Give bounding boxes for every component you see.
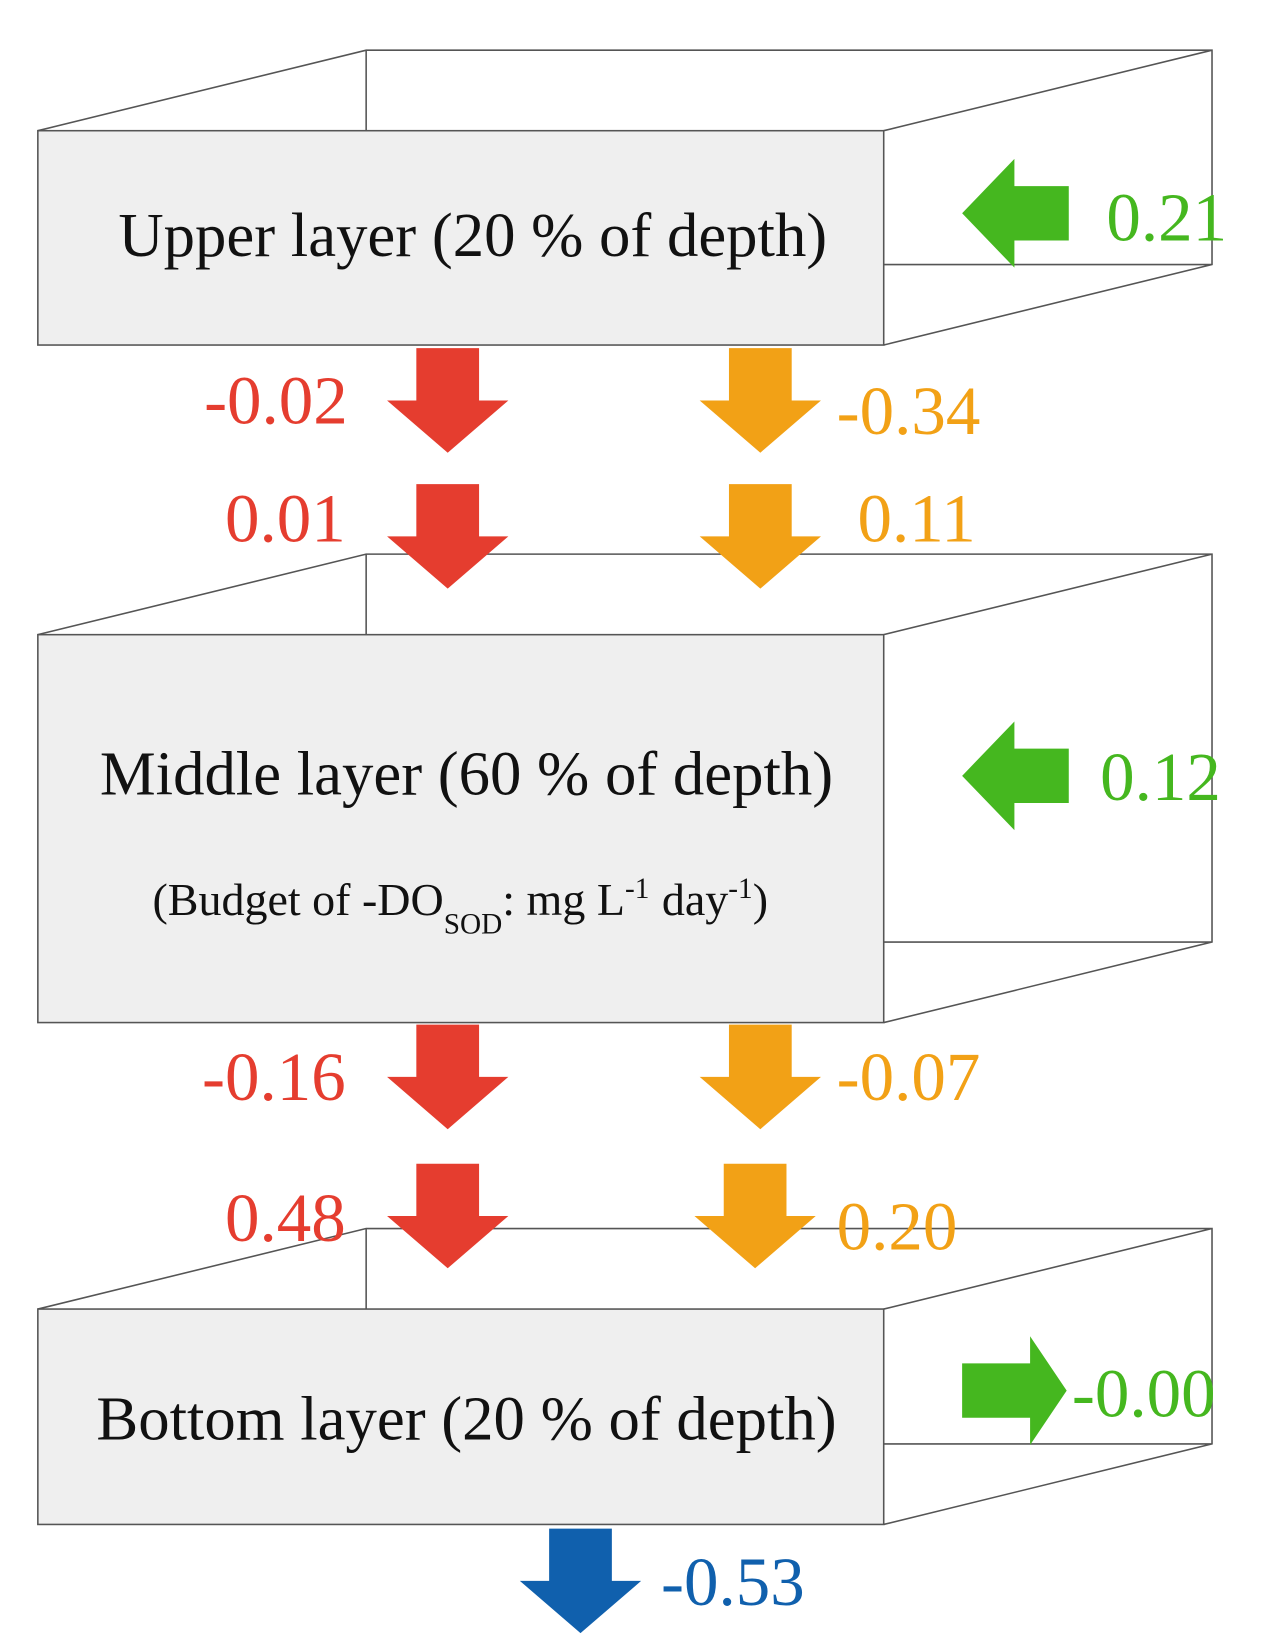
arrow-down — [699, 348, 821, 453]
arrow-down — [387, 1163, 509, 1269]
box-face — [37, 633, 885, 1024]
flow-value: -0.16 — [202, 1039, 346, 1115]
flow-value: 0.21 — [1106, 179, 1227, 255]
flow-value: 0.48 — [225, 1180, 346, 1256]
box-face — [37, 1308, 885, 1526]
box-edge — [37, 49, 1213, 346]
flow-value: -0.34 — [837, 373, 981, 449]
note-superscript: -1 — [728, 873, 752, 905]
flow-value: 0.12 — [1100, 739, 1221, 815]
box-edge — [37, 1227, 1213, 1526]
flow-value: -0.53 — [661, 1544, 805, 1620]
arrow-left — [962, 721, 1069, 831]
flow-value: 0.20 — [837, 1188, 958, 1264]
arrow-down — [387, 484, 509, 589]
note-superscript: -1 — [625, 873, 649, 905]
flow-arrows — [387, 158, 1069, 1634]
note-subscript: SOD — [444, 909, 503, 941]
box-face — [37, 129, 885, 346]
budget-note: (Budget of -DOSOD: mg L-1 day-1) — [152, 873, 768, 941]
flow-value: -0.00 — [1072, 1356, 1216, 1432]
arrow-down — [387, 1024, 509, 1130]
layer-label: Upper layer (20 % of depth) — [118, 200, 827, 270]
note-text: ) — [753, 874, 768, 925]
flow-value: 0.11 — [858, 481, 976, 557]
note-text: : mg L — [502, 874, 625, 925]
layer-boxes — [37, 49, 1213, 1526]
flow-value: -0.02 — [204, 362, 348, 438]
layer-label: Bottom layer (20 % of depth) — [96, 1384, 836, 1454]
note-text: (Budget of -DO — [152, 874, 443, 925]
layer-label: Middle layer (60 % of depth) — [100, 739, 833, 809]
arrow-down — [519, 1528, 642, 1634]
flow-value: 0.01 — [225, 481, 346, 557]
arrow-down — [694, 1163, 816, 1269]
box-edge — [37, 553, 1213, 1024]
arrow-left — [962, 158, 1069, 268]
arrow-down — [387, 348, 509, 453]
arrow-down — [699, 1024, 821, 1130]
flow-value: -0.07 — [837, 1039, 981, 1115]
arrow-down — [699, 484, 821, 589]
arrow-right — [962, 1336, 1067, 1445]
note-text: day — [662, 874, 728, 925]
